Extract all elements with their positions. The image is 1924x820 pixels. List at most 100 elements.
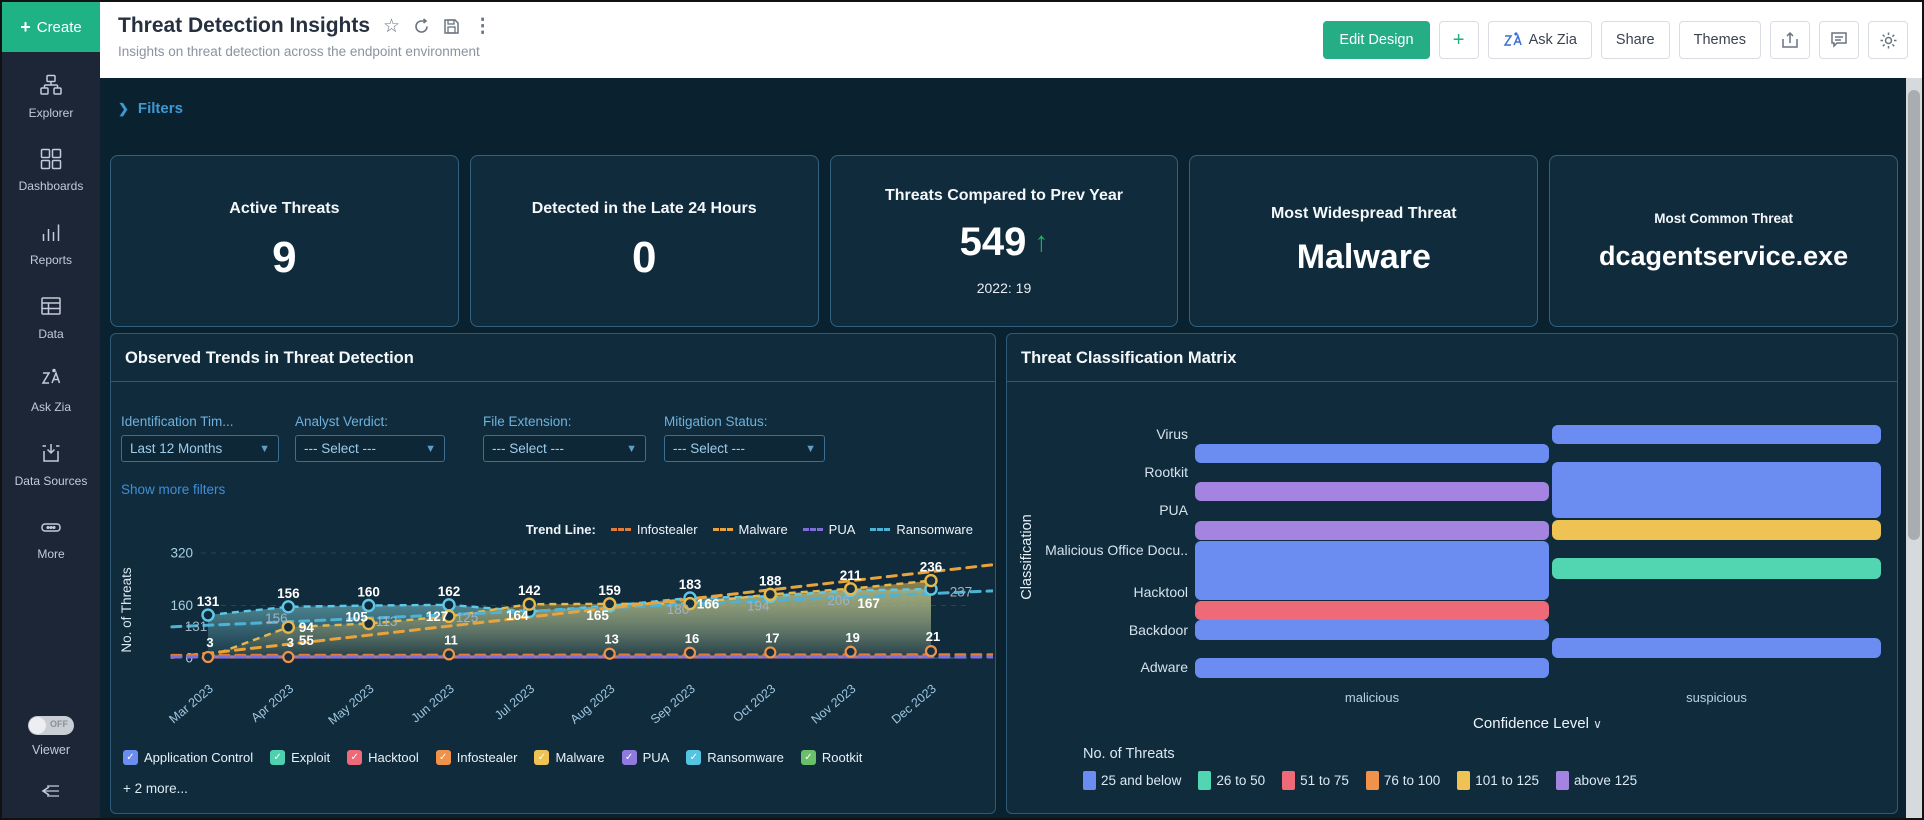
series-legend-item-malware[interactable]: ✓ Malware bbox=[534, 750, 605, 765]
matrix-cell-bar[interactable] bbox=[1195, 541, 1549, 600]
create-button[interactable]: + Create bbox=[2, 2, 100, 52]
bin-legend-item: 51 to 75 bbox=[1282, 771, 1349, 790]
svg-text:142: 142 bbox=[518, 583, 541, 598]
export-button[interactable] bbox=[1770, 21, 1810, 59]
checkbox-checked-icon[interactable]: ✓ bbox=[347, 750, 363, 765]
matrix-cell-bar[interactable] bbox=[1552, 638, 1881, 658]
checkbox-checked-icon[interactable]: ✓ bbox=[123, 750, 138, 765]
checkbox-checked-icon[interactable]: ✓ bbox=[270, 750, 286, 765]
sidebar-item-reports[interactable]: Reports bbox=[30, 221, 72, 268]
sidebar-item-data[interactable]: Data bbox=[38, 295, 64, 342]
matrix-cell-bar[interactable] bbox=[1195, 521, 1549, 540]
confidence-level-axis[interactable]: Confidence Level ∨ bbox=[1473, 715, 1602, 732]
svg-text:125: 125 bbox=[456, 610, 479, 625]
zia-icon bbox=[40, 368, 62, 394]
series-legend-item-pua[interactable]: ✓ PUA bbox=[621, 750, 669, 765]
page-title: Threat Detection Insights bbox=[118, 14, 371, 37]
kpi-card-2[interactable]: Detected in the Late 24 Hours 0 bbox=[469, 155, 819, 327]
trend-filter-dropdown[interactable]: --- Select --- ▼ bbox=[295, 435, 445, 462]
sidebar-item-explorer[interactable]: Explorer bbox=[29, 74, 73, 121]
more-series-link[interactable]: + 2 more... bbox=[123, 781, 188, 796]
series-legend-item-ransomware[interactable]: ✓ Ransomware bbox=[686, 750, 784, 765]
ask-zia-button[interactable]: Ask Zia bbox=[1487, 21, 1592, 59]
series-legend-name: Hacktool bbox=[368, 750, 419, 765]
sidebar-item-data-sources[interactable]: Data Sources bbox=[14, 442, 88, 489]
favorite-star-icon[interactable]: ☆ bbox=[383, 15, 401, 37]
svg-text:Mar 2023: Mar 2023 bbox=[166, 682, 215, 727]
checkbox-checked-icon[interactable]: ✓ bbox=[686, 750, 702, 765]
checkbox-checked-icon[interactable]: ✓ bbox=[534, 750, 550, 765]
matrix-cell-bar[interactable] bbox=[1195, 444, 1549, 463]
svg-text:166: 166 bbox=[697, 597, 720, 612]
bin-legend-label: 25 and below bbox=[1101, 773, 1182, 788]
header-actions: Edit Design + Ask Zia Share Themes bbox=[1323, 2, 1908, 78]
sidebar-item-label: Data Sources bbox=[14, 473, 88, 488]
bins-legend: 25 and below 26 to 50 51 to 75 76 to 100 101… bbox=[1083, 771, 1637, 790]
trend-legend-item-pua: PUA bbox=[802, 522, 855, 537]
trend-filter-3: File Extension: --- Select --- ▼ bbox=[483, 414, 646, 462]
themes-button[interactable]: Themes bbox=[1678, 21, 1761, 59]
sidebar-items: Explorer Dashboards Reports Data Ask Zia Data… bbox=[2, 52, 100, 716]
matrix-cell-bar[interactable] bbox=[1552, 462, 1881, 518]
save-icon[interactable] bbox=[443, 18, 460, 35]
matrix-cell-bar[interactable] bbox=[1195, 601, 1549, 620]
sidebar-item-more[interactable]: More bbox=[37, 516, 65, 563]
matrix-cell-bar[interactable] bbox=[1195, 620, 1549, 640]
matrix-cell-bar[interactable] bbox=[1195, 482, 1549, 501]
settings-gear-icon[interactable] bbox=[1868, 21, 1908, 59]
explorer-icon bbox=[40, 74, 62, 100]
sidebar-item-ask-zia[interactable]: Ask Zia bbox=[31, 368, 71, 415]
dropdown-value: --- Select --- bbox=[673, 441, 745, 456]
kpi-card-3[interactable]: Threats Compared to Prev Year 549 ↑ 2022: 1… bbox=[829, 155, 1179, 327]
trend-filter-dropdown[interactable]: Last 12 Months ▼ bbox=[121, 435, 279, 462]
series-legend-item-rootkit[interactable]: ✓ Rootkit bbox=[800, 750, 862, 765]
matrix-panel-header bbox=[1007, 334, 1897, 382]
kpi-card-4[interactable]: Most Widespread Threat Malware bbox=[1189, 155, 1539, 327]
series-legend-item-application-control[interactable]: ✓ Application Control bbox=[123, 750, 253, 765]
series-legend-item-infostealer[interactable]: ✓ Infostealer bbox=[435, 750, 518, 765]
series-legend-item-exploit[interactable]: ✓ Exploit bbox=[270, 750, 330, 765]
checkbox-checked-icon[interactable]: ✓ bbox=[435, 750, 451, 765]
checkbox-checked-icon[interactable]: ✓ bbox=[621, 750, 637, 765]
kpi-card-value: 549 bbox=[959, 219, 1027, 264]
matrix-cell-bar[interactable] bbox=[1195, 658, 1549, 678]
svg-text:17: 17 bbox=[765, 630, 779, 645]
matrix-cell-bar[interactable] bbox=[1552, 558, 1881, 579]
refresh-icon[interactable] bbox=[413, 17, 430, 35]
bin-legend-label: 101 to 125 bbox=[1475, 773, 1540, 788]
trend-filter-dropdown[interactable]: --- Select --- ▼ bbox=[483, 435, 646, 462]
viewer-toggle[interactable]: OFF bbox=[28, 716, 74, 735]
kpi-card-5[interactable]: Most Common Threat dcagentservice.exe bbox=[1549, 155, 1898, 327]
toggle-knob-icon bbox=[29, 717, 46, 734]
collapse-sidebar-icon[interactable] bbox=[39, 781, 63, 804]
svg-text:94: 94 bbox=[299, 620, 315, 635]
series-legend-item-hacktool[interactable]: ✓ Hacktool bbox=[347, 750, 419, 765]
matrix-panel-title: Threat Classification Matrix bbox=[1021, 349, 1237, 367]
svg-text:211: 211 bbox=[840, 568, 862, 583]
show-more-filters-link[interactable]: Show more filters bbox=[121, 482, 226, 497]
matrix-cell-bar[interactable] bbox=[1552, 520, 1881, 540]
add-button[interactable]: + bbox=[1438, 21, 1479, 59]
comments-button[interactable] bbox=[1819, 21, 1859, 59]
trend-filter-4: Mitigation Status: --- Select --- ▼ bbox=[664, 414, 825, 462]
bin-legend-item: above 125 bbox=[1556, 771, 1637, 790]
svg-text:131: 131 bbox=[185, 619, 208, 634]
vertical-scrollbar[interactable] bbox=[1906, 78, 1922, 818]
series-legend-name: Ransomware bbox=[707, 750, 784, 765]
chevron-right-icon: ❯ bbox=[118, 100, 129, 116]
scrollbar-thumb[interactable] bbox=[1908, 90, 1920, 540]
edit-design-button[interactable]: Edit Design bbox=[1323, 21, 1430, 59]
matrix-cell-bar[interactable] bbox=[1552, 425, 1881, 444]
kpi-card-1[interactable]: Active Threats 9 bbox=[110, 155, 459, 327]
dropdown-value: --- Select --- bbox=[492, 441, 564, 456]
svg-text:131: 131 bbox=[197, 594, 220, 609]
trend-filter-dropdown[interactable]: --- Select --- ▼ bbox=[664, 435, 825, 462]
series-legend-name: Infostealer bbox=[456, 750, 518, 765]
filters-toggle[interactable]: ❯ Filters bbox=[118, 100, 183, 117]
checkbox-checked-icon[interactable]: ✓ bbox=[800, 750, 816, 765]
more-options-kebab-icon[interactable]: ⋮ bbox=[473, 15, 493, 37]
share-button[interactable]: Share bbox=[1600, 21, 1670, 59]
trend-legend-item-infostealer: Infostealer bbox=[610, 522, 698, 537]
svg-text:3: 3 bbox=[206, 635, 213, 650]
sidebar-item-dashboards[interactable]: Dashboards bbox=[19, 148, 83, 195]
